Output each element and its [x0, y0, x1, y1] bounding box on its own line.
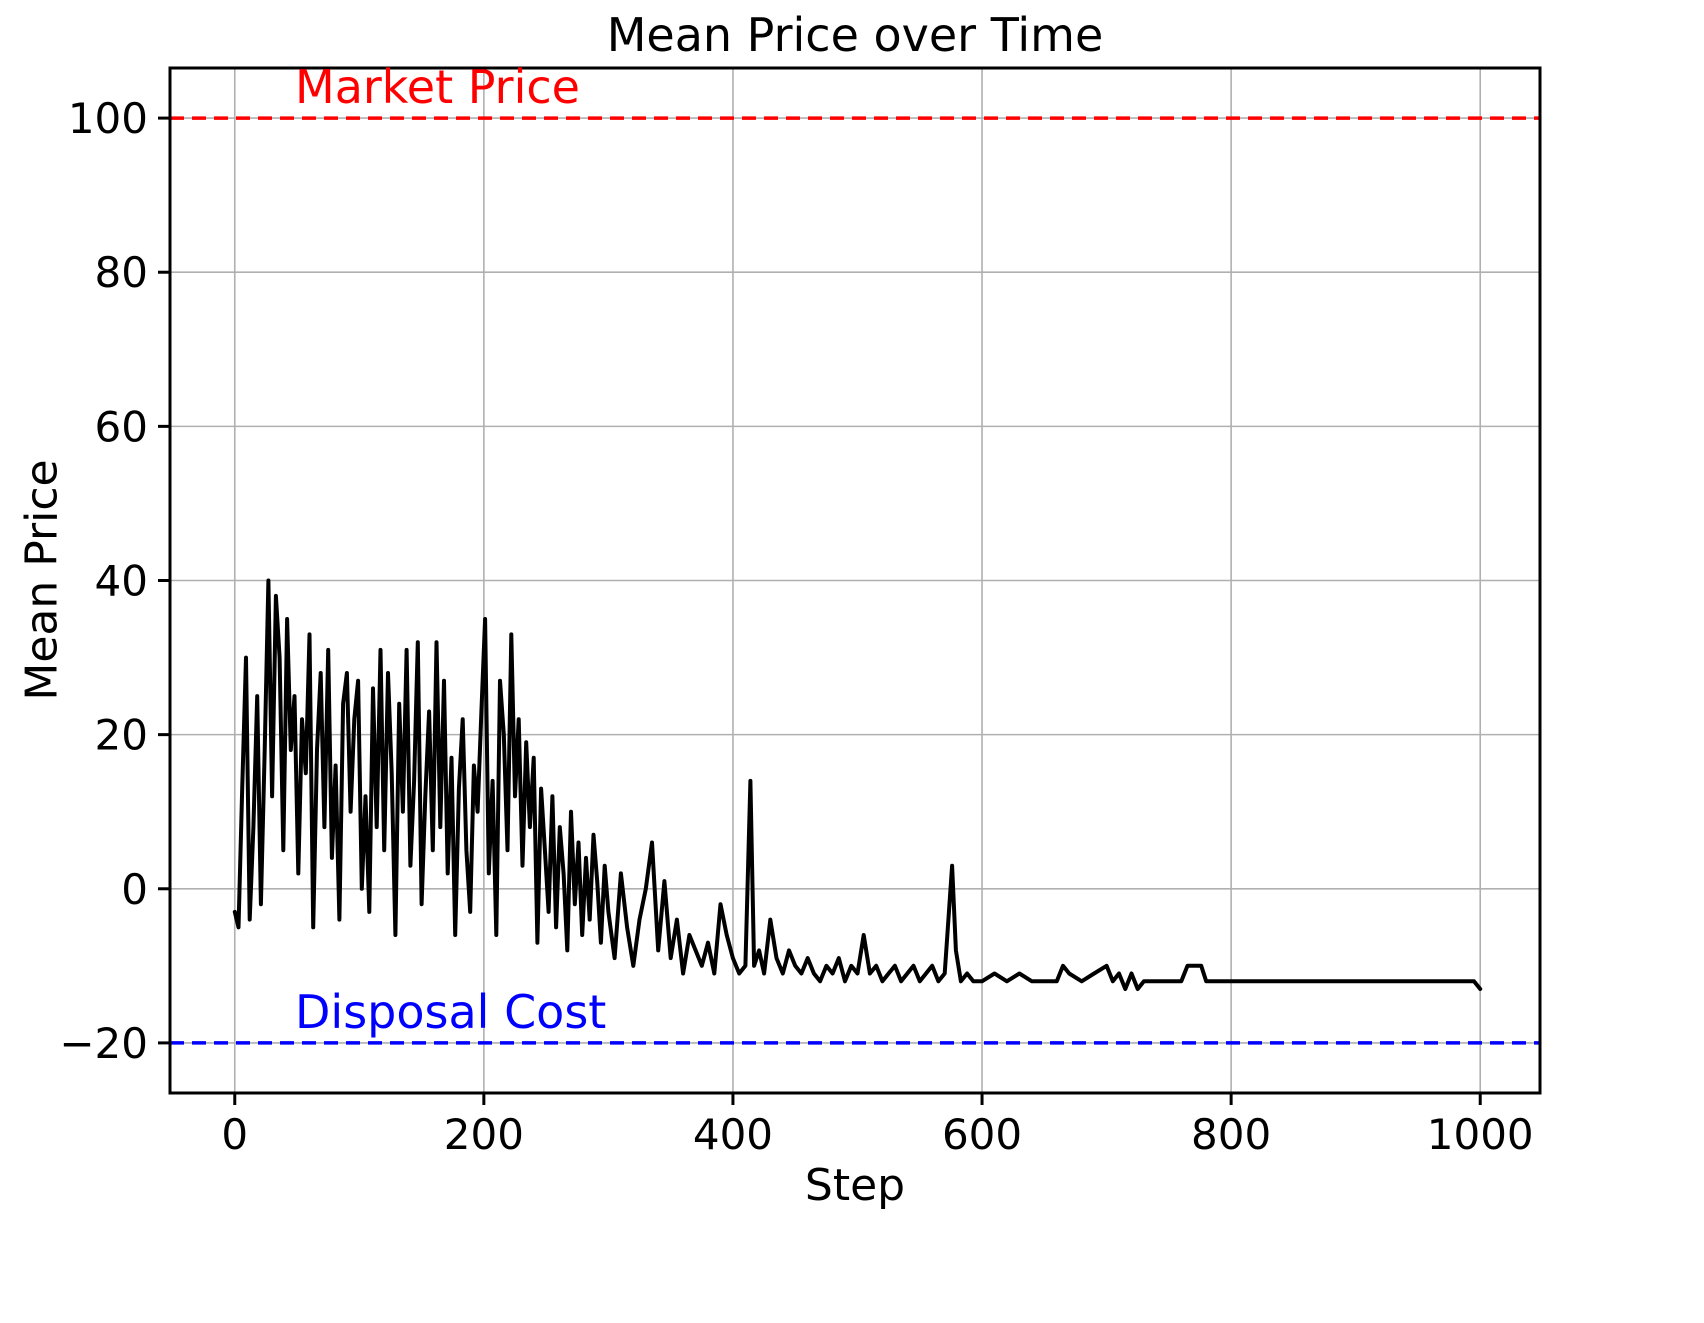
- x-tick-label: 400: [693, 1110, 773, 1159]
- x-tick-label: 1000: [1427, 1110, 1534, 1159]
- disposal-cost-annotation: Disposal Cost: [295, 985, 607, 1039]
- chart-title: Mean Price over Time: [606, 8, 1104, 62]
- y-tick-label: 100: [68, 94, 148, 143]
- market-price-annotation: Market Price: [295, 60, 580, 114]
- x-tick-label: 0: [221, 1110, 248, 1159]
- y-tick-label: −20: [59, 1019, 148, 1068]
- x-axis-label: Step: [804, 1160, 906, 1211]
- y-axis-label: Mean Price: [16, 459, 68, 701]
- x-tick-label: 800: [1191, 1110, 1271, 1159]
- x-tick-label: 200: [444, 1110, 524, 1159]
- y-tick-label: 60: [95, 402, 148, 451]
- y-tick-label: 20: [95, 711, 148, 760]
- series-line: [232, 578, 1483, 991]
- y-tick-label: 0: [121, 865, 148, 914]
- y-tick-label: 80: [95, 248, 148, 297]
- x-tick-label: 600: [942, 1110, 1022, 1159]
- y-tick-label: 40: [95, 557, 148, 606]
